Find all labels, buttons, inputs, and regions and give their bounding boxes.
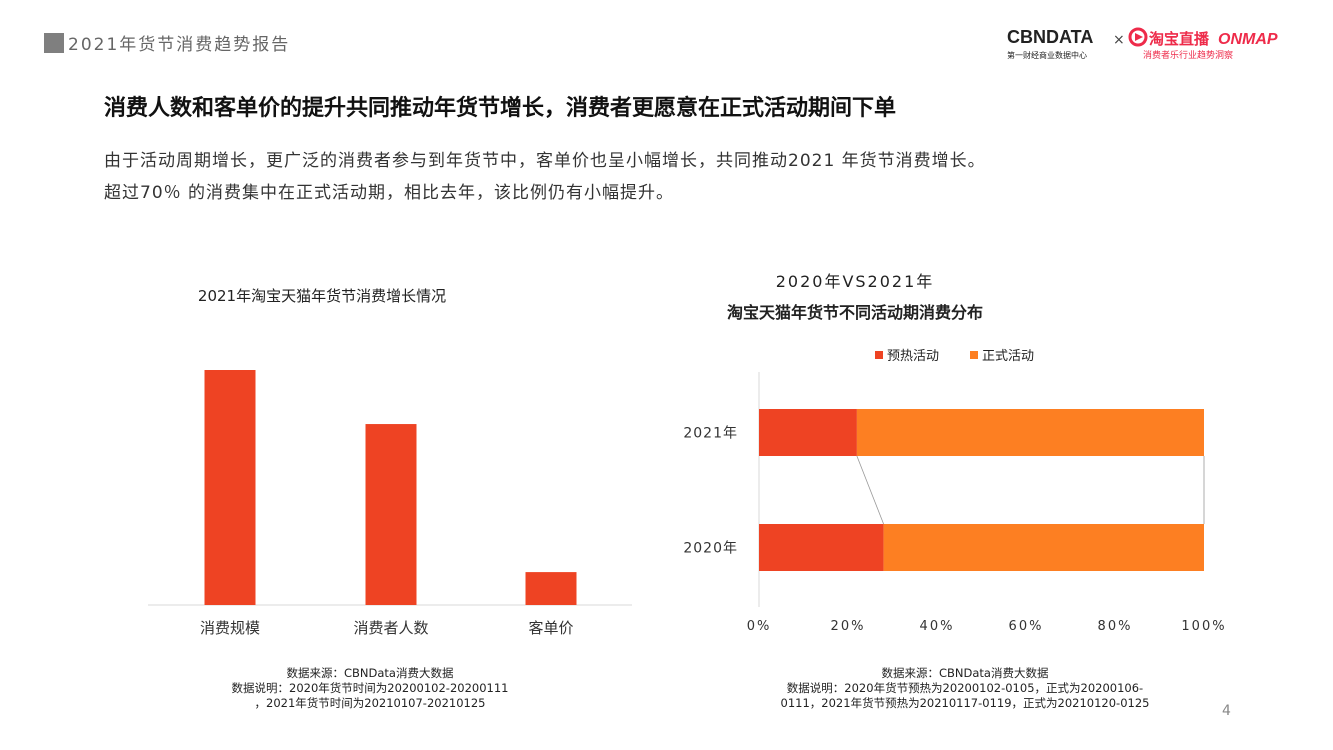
- legend-label-formal: 正式活动: [982, 349, 1034, 364]
- right-chart-connector-lines: [856, 455, 1205, 525]
- logo-taobao-live: 淘宝直播: [1148, 30, 1210, 48]
- stacked-bar-row0-series0: [759, 409, 857, 456]
- brand-logo: CBNDATA 第一财经商业数据中心 × 淘宝直播 ONMAP 消费者乐行业趋势…: [1007, 27, 1278, 61]
- logo-onmap: ONMAP: [1218, 31, 1278, 48]
- legend-swatch-formal: [970, 351, 978, 359]
- page-number: 4: [1222, 703, 1231, 719]
- page-headline: 消费人数和客单价的提升共同推动年货节增长，消费者更愿意在正式活动期间下单: [104, 96, 897, 121]
- right-note-line-2: 数据说明：2020年货节预热为20200102-0105，正式为20200106…: [786, 681, 1144, 695]
- header-square-icon: [44, 33, 64, 53]
- logo-cbndata: CBNDATA: [1007, 27, 1093, 47]
- activity-distribution-stacked-chart: 2020年VS2021年 淘宝天猫年货节不同活动期消费分布 预热活动 正式活动 …: [683, 272, 1226, 634]
- consumption-growth-bar-chart: 2021年淘宝天猫年货节消费增长情况 消费规模 消费者人数 客单价: [148, 287, 632, 637]
- x-tick-1: 20%: [831, 619, 866, 634]
- taobao-live-icon: [1128, 27, 1148, 47]
- right-note-line-3: 0111，2021年货节预热为20210117-0119，正式为20210120…: [780, 696, 1150, 710]
- x-tick-3: 60%: [1009, 619, 1044, 634]
- connector-0: [856, 455, 884, 525]
- stacked-bar-row1-series0: [759, 524, 884, 571]
- legend-label-preheat: 预热活动: [887, 349, 939, 364]
- left-chart-title: 2021年淘宝天猫年货节消费增长情况: [198, 287, 446, 305]
- right-chart-bars: [759, 409, 1204, 571]
- x-tick-2: 40%: [920, 619, 955, 634]
- description-line-1: 由于活动周期增长，更广泛的消费者参与到年货节中，客单价也呈小幅增长，共同推动20…: [104, 151, 986, 171]
- logo-cbndata-sub: 第一财经商业数据中心: [1007, 50, 1087, 60]
- bar-2: [525, 572, 577, 605]
- left-chart-bars: [204, 370, 577, 605]
- category-label-0: 消费规模: [200, 619, 260, 637]
- logo-onmap-sub: 消费者乐行业趋势洞察: [1143, 49, 1233, 61]
- report-title: 2021年货节消费趋势报告: [68, 35, 291, 55]
- category-label-1: 消费者人数: [353, 619, 428, 637]
- right-chart-source-note: 数据来源：CBNData消费大数据 数据说明：2020年货节预热为2020010…: [730, 666, 1200, 711]
- stacked-bar-row1-series1: [883, 524, 1204, 571]
- right-chart-title-line-1: 2020年VS2021年: [776, 272, 935, 291]
- x-tick-0: 0%: [747, 619, 772, 634]
- left-chart-source-note: 数据来源：CBNData消费大数据 数据说明：2020年货节时间为2020010…: [200, 666, 540, 711]
- row-label-1: 2020年: [683, 541, 738, 557]
- right-chart-legend: 预热活动 正式活动: [875, 349, 1034, 364]
- right-chart-x-tick-labels: 0% 20% 40% 60% 80% 100%: [747, 619, 1226, 634]
- category-label-2: 客单价: [528, 619, 573, 637]
- left-chart-category-labels: 消费规模 消费者人数 客单价: [200, 619, 574, 637]
- left-note-line-1: 数据来源：CBNData消费大数据: [286, 666, 454, 680]
- bar-0: [204, 370, 256, 605]
- bar-1: [365, 424, 417, 605]
- stacked-bar-row0-series1: [856, 409, 1204, 456]
- right-chart-category-labels: 2021年 2020年: [683, 426, 738, 557]
- row-label-0: 2021年: [683, 426, 738, 442]
- left-note-line-2: 数据说明：2020年货节时间为20200102-20200111: [231, 681, 509, 695]
- description-line-2: 超过70％ 的消费集中在正式活动期，相比去年，该比例仍有小幅提升。: [104, 183, 675, 203]
- right-note-line-1: 数据来源：CBNData消费大数据: [881, 666, 1049, 680]
- logo-cross: ×: [1113, 32, 1125, 48]
- legend-swatch-preheat: [875, 351, 883, 359]
- x-tick-5: 100%: [1181, 619, 1226, 634]
- left-note-line-3: ，2021年货节时间为20210107-20210125: [254, 696, 486, 710]
- right-chart-title-line-2: 淘宝天猫年货节不同活动期消费分布: [727, 303, 983, 322]
- x-tick-4: 80%: [1098, 619, 1133, 634]
